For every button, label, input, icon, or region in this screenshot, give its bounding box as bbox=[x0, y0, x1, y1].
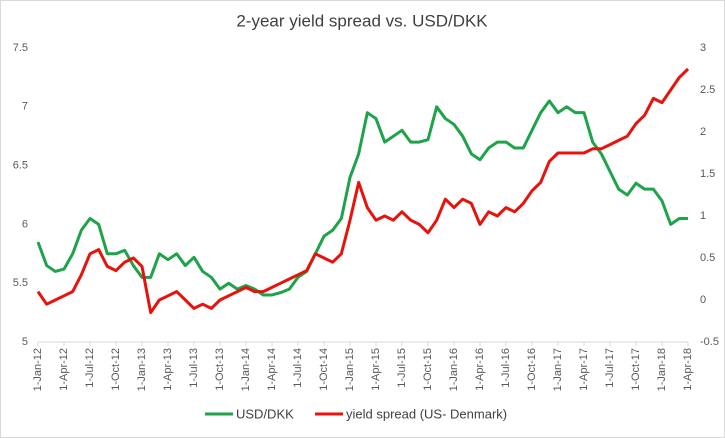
x-tick-label: 1-Apr-17 bbox=[578, 348, 590, 391]
x-tick-label: 1-Jan-18 bbox=[656, 348, 668, 391]
y-tick-label: 5.5 bbox=[13, 277, 28, 289]
x-tick-label: 1-Oct-13 bbox=[214, 348, 226, 391]
y2-tick-label: 0.5 bbox=[700, 252, 715, 264]
x-tick-label: 1-Apr-15 bbox=[370, 348, 382, 391]
legend-label: yield spread (US- Denmark) bbox=[346, 406, 507, 421]
y2-tick-label: 0 bbox=[700, 294, 706, 306]
x-tick-label: 1-Oct-15 bbox=[422, 348, 434, 391]
series-line bbox=[36, 99, 688, 297]
x-tick-label: 1-Jul-15 bbox=[396, 348, 408, 388]
chart-title: 2-year yield spread vs. USD/DKK bbox=[236, 11, 488, 30]
x-tick-label: 1-Jul-14 bbox=[292, 348, 304, 388]
x-tick-label: 1-Jul-17 bbox=[604, 348, 616, 388]
y2-tick-label: 1.5 bbox=[700, 168, 715, 180]
x-tick-label: 1-Jul-12 bbox=[84, 348, 96, 388]
x-tick-label: 1-Oct-16 bbox=[526, 348, 538, 391]
x-tick-label: 1-Jan-12 bbox=[32, 348, 44, 391]
x-tick-label: 1-Jan-17 bbox=[552, 348, 564, 391]
x-tick-label: 1-Oct-17 bbox=[630, 348, 642, 391]
y2-tick-label: 3 bbox=[700, 42, 706, 54]
y2-tick-label: 2 bbox=[700, 126, 706, 138]
x-tick-label: 1-Jul-13 bbox=[188, 348, 200, 388]
x-tick-label: 1-Apr-12 bbox=[58, 348, 70, 391]
y2-tick-label: 1 bbox=[700, 210, 706, 222]
y-tick-label: 7.5 bbox=[13, 42, 28, 54]
y-tick-label: 6.5 bbox=[13, 160, 28, 172]
y2-tick-label: 2.5 bbox=[700, 84, 715, 96]
x-tick-label: 1-Jan-16 bbox=[448, 348, 460, 391]
x-tick-label: 1-Jul-16 bbox=[500, 348, 512, 388]
series-line bbox=[36, 67, 690, 315]
x-tick-label: 1-Apr-13 bbox=[162, 348, 174, 391]
x-tick-label: 1-Apr-14 bbox=[266, 348, 278, 391]
y-tick-label: 7 bbox=[22, 101, 28, 113]
y-tick-label: 5 bbox=[22, 336, 28, 348]
y-tick-label: 6 bbox=[22, 218, 28, 230]
x-tick-label: 1-Jan-14 bbox=[240, 348, 252, 391]
x-tick-label: 1-Apr-16 bbox=[474, 348, 486, 391]
x-tick-label: 1-Oct-12 bbox=[110, 348, 122, 391]
x-tick-label: 1-Apr-18 bbox=[682, 348, 694, 391]
legend-label: USD/DKK bbox=[236, 406, 294, 421]
x-tick-label: 1-Jan-13 bbox=[136, 348, 148, 391]
y2-tick-label: -0.5 bbox=[700, 336, 719, 348]
x-tick-label: 1-Jan-15 bbox=[344, 348, 356, 391]
x-tick-label: 1-Oct-14 bbox=[318, 348, 330, 391]
